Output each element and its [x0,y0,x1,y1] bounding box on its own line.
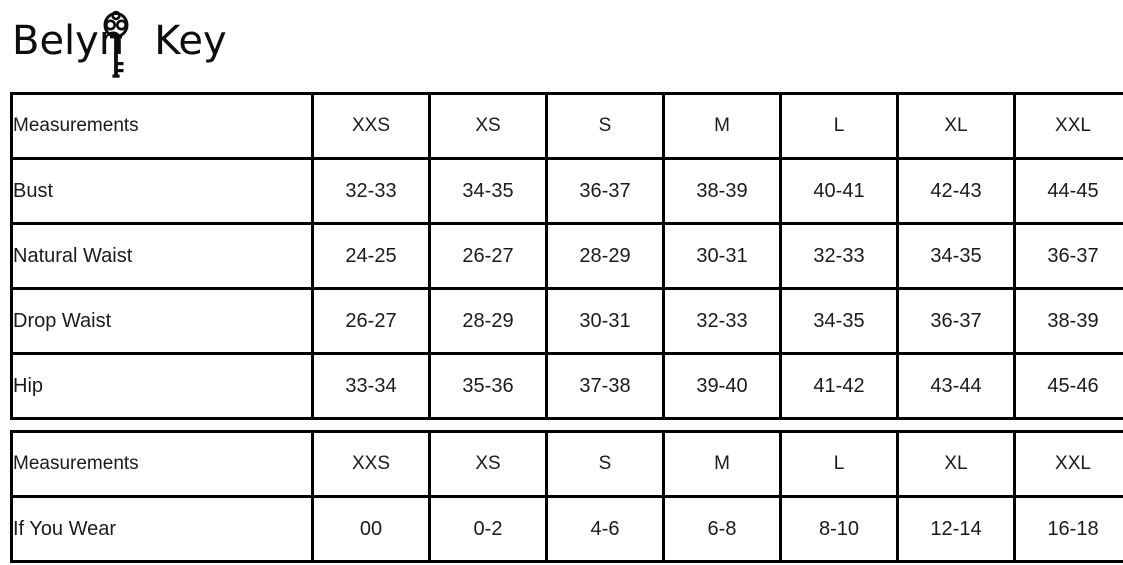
cell-drop-waist-xs: 28-29 [428,287,548,355]
table-row: If You Wear 00 0-2 4-6 6-8 8-10 12-14 16… [10,495,1123,563]
key-icon [103,10,129,78]
table-row: Hip 33-34 35-36 37-38 39-40 41-42 43-44 … [10,352,1123,420]
column-header-xs: XS [428,430,548,498]
cell-if-you-wear-m: 6-8 [662,495,782,563]
cell-natural-waist-xs: 26-27 [428,222,548,290]
if-you-wear-size-table: Measurements XXS XS S M L XL XXL If You … [10,430,1123,563]
table-header-row: Measurements XXS XS S M L XL XXL [10,92,1123,160]
column-header-xxl: XXL [1013,430,1123,498]
column-header-s: S [545,92,665,160]
cell-natural-waist-s: 28-29 [545,222,665,290]
cell-hip-m: 39-40 [662,352,782,420]
column-header-l: L [779,430,899,498]
cell-hip-xs: 35-36 [428,352,548,420]
cell-if-you-wear-xs: 0-2 [428,495,548,563]
column-header-l: L [779,92,899,160]
table-row: Natural Waist 24-25 26-27 28-29 30-31 32… [10,222,1123,290]
measurements-size-table: Measurements XXS XS S M L XL XXL Bust 32… [10,92,1123,420]
brand-word-second: Key [154,18,227,64]
cell-hip-xl: 43-44 [896,352,1016,420]
column-header-xl: XL [896,430,1016,498]
cell-hip-s: 37-38 [545,352,665,420]
cell-drop-waist-xxs: 26-27 [311,287,431,355]
cell-hip-xxl: 45-46 [1013,352,1123,420]
cell-hip-xxs: 33-34 [311,352,431,420]
row-label-if-you-wear: If You Wear [10,495,314,563]
column-header-xxl: XXL [1013,92,1123,160]
cell-bust-s: 36-37 [545,157,665,225]
column-header-measurements: Measurements [10,430,314,498]
cell-natural-waist-xxs: 24-25 [311,222,431,290]
cell-drop-waist-m: 32-33 [662,287,782,355]
cell-natural-waist-m: 30-31 [662,222,782,290]
cell-bust-xxs: 32-33 [311,157,431,225]
cell-drop-waist-xxl: 38-39 [1013,287,1123,355]
cell-bust-xxl: 44-45 [1013,157,1123,225]
cell-natural-waist-l: 32-33 [779,222,899,290]
cell-if-you-wear-s: 4-6 [545,495,665,563]
table-header-row: Measurements XXS XS S M L XL XXL [10,430,1123,498]
cell-if-you-wear-l: 8-10 [779,495,899,563]
cell-if-you-wear-xxl: 16-18 [1013,495,1123,563]
row-label-hip: Hip [10,352,314,420]
column-header-s: S [545,430,665,498]
cell-hip-l: 41-42 [779,352,899,420]
row-label-bust: Bust [10,157,314,225]
column-header-xxs: XXS [311,430,431,498]
brand-logo: Belyn Key [8,4,328,84]
cell-natural-waist-xl: 34-35 [896,222,1016,290]
column-header-m: M [662,430,782,498]
cell-if-you-wear-xxs: 00 [311,495,431,563]
column-header-m: M [662,92,782,160]
column-header-measurements: Measurements [10,92,314,160]
column-header-xxs: XXS [311,92,431,160]
cell-bust-l: 40-41 [779,157,899,225]
cell-bust-xl: 42-43 [896,157,1016,225]
cell-drop-waist-xl: 36-37 [896,287,1016,355]
cell-bust-m: 38-39 [662,157,782,225]
column-header-xl: XL [896,92,1016,160]
cell-drop-waist-l: 34-35 [779,287,899,355]
row-label-natural-waist: Natural Waist [10,222,314,290]
cell-drop-waist-s: 30-31 [545,287,665,355]
row-label-drop-waist: Drop Waist [10,287,314,355]
cell-natural-waist-xxl: 36-37 [1013,222,1123,290]
table-row: Drop Waist 26-27 28-29 30-31 32-33 34-35… [10,287,1123,355]
table-row: Bust 32-33 34-35 36-37 38-39 40-41 42-43… [10,157,1123,225]
cell-bust-xs: 34-35 [428,157,548,225]
column-header-xs: XS [428,92,548,160]
cell-if-you-wear-xl: 12-14 [896,495,1016,563]
